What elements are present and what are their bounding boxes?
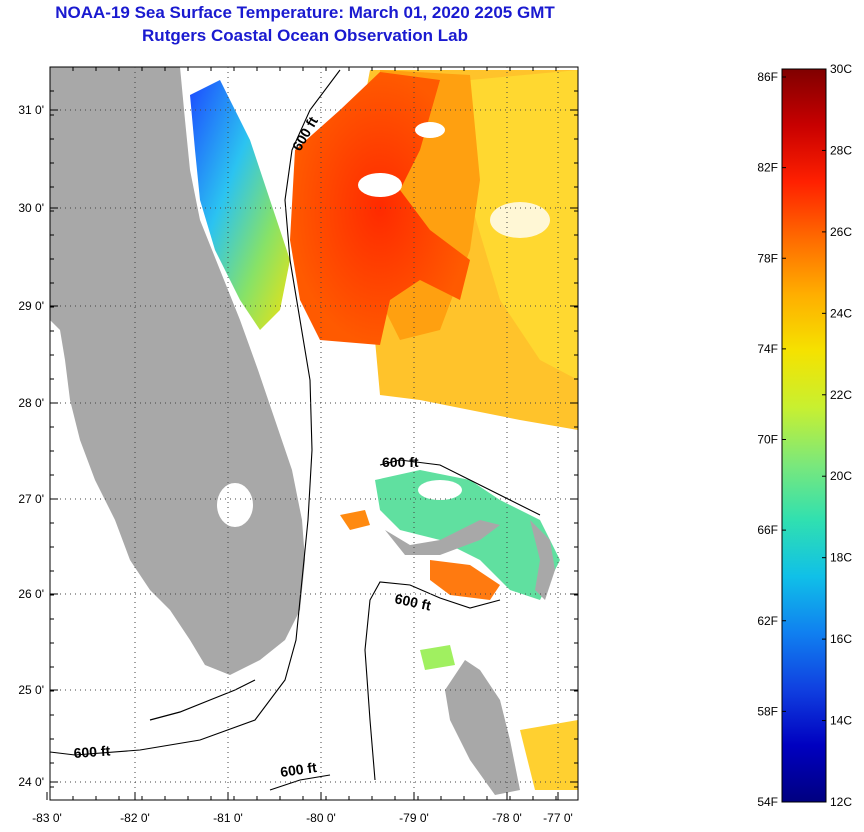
cloud-gap xyxy=(490,202,550,238)
fahrenheit-label: 54F xyxy=(757,795,778,809)
fahrenheit-label: 86F xyxy=(757,70,778,84)
fahrenheit-label: 66F xyxy=(757,523,778,537)
lat-label: 31 0' xyxy=(18,103,44,117)
lat-label: 26 0' xyxy=(18,587,44,601)
grand-bahama xyxy=(385,520,500,555)
fahrenheit-label: 70F xyxy=(757,433,778,447)
fahrenheit-label: 58F xyxy=(757,704,778,718)
sst-orange-patch-left xyxy=(340,510,370,530)
celsius-label: 16C xyxy=(830,632,852,646)
isobath-contours xyxy=(50,69,541,791)
celsius-label: 30C xyxy=(830,62,852,76)
cloud-gap xyxy=(415,122,445,138)
celsius-label: 24C xyxy=(830,306,852,320)
map-title: NOAA-19 Sea Surface Temperature: March 0… xyxy=(55,3,555,22)
contour-little-bahama xyxy=(379,459,541,516)
contour-south xyxy=(269,774,331,791)
lon-label: -77 0' xyxy=(543,811,573,825)
fahrenheit-label: 74F xyxy=(757,342,778,356)
florida-keys xyxy=(149,679,256,721)
celsius-label: 18C xyxy=(830,551,852,565)
lon-label: -80 0' xyxy=(306,811,336,825)
lake-okeechobee xyxy=(217,483,253,527)
lon-label: -81 0' xyxy=(213,811,243,825)
fahrenheit-label: 82F xyxy=(757,161,778,175)
fahrenheit-label: 78F xyxy=(757,251,778,265)
fahrenheit-label: 62F xyxy=(757,614,778,628)
lat-label: 27 0' xyxy=(18,492,44,506)
map-field xyxy=(50,67,578,795)
abaco xyxy=(530,520,555,600)
cloud-gap xyxy=(358,173,402,197)
map-frame xyxy=(49,66,579,801)
contour-label: 600 ft xyxy=(382,454,419,470)
andros xyxy=(445,660,520,795)
lat-lon-grid: -83 0' -82 0' -81 0' -80 0' -79 0' -78 0' -77 … xyxy=(18,66,579,825)
lat-label: 30 0' xyxy=(18,201,44,215)
celsius-label: 20C xyxy=(830,469,852,483)
contour-label: 600 ft xyxy=(73,742,111,761)
celsius-label: 12C xyxy=(830,795,852,809)
celsius-label: 22C xyxy=(830,388,852,402)
contour-label: 600 ft xyxy=(279,759,318,780)
cloud-gap xyxy=(418,480,462,500)
sst-coastal-cool xyxy=(190,80,290,330)
contour-great-bahama xyxy=(364,581,501,781)
contour-label: 600 ft xyxy=(393,590,432,613)
lon-label: -79 0' xyxy=(399,811,429,825)
color-scale-labels: 86F 82F 78F 74F 70F 66F 62F 58F 54F 30C 28C 26C 24C 2… xyxy=(757,62,852,809)
color-scale-bar xyxy=(781,68,827,803)
contour-east-florida xyxy=(50,69,341,756)
lat-label: 29 0' xyxy=(18,299,44,313)
lon-label: -83 0' xyxy=(32,811,62,825)
sst-green-small xyxy=(420,645,455,670)
celsius-label: 26C xyxy=(830,225,852,239)
lon-label: -82 0' xyxy=(120,811,150,825)
map-subtitle: Rutgers Coastal Ocean Observation Lab xyxy=(142,26,468,45)
celsius-label: 14C xyxy=(830,714,852,728)
lat-label: 25 0' xyxy=(18,683,44,697)
sst-orange-south xyxy=(430,560,500,600)
sst-patches xyxy=(190,70,578,790)
lat-label: 28 0' xyxy=(18,396,44,410)
lat-label: 24 0' xyxy=(18,775,44,789)
sst-se-corner xyxy=(520,720,578,790)
celsius-label: 28C xyxy=(830,143,852,157)
lon-label: -78 0' xyxy=(492,811,522,825)
